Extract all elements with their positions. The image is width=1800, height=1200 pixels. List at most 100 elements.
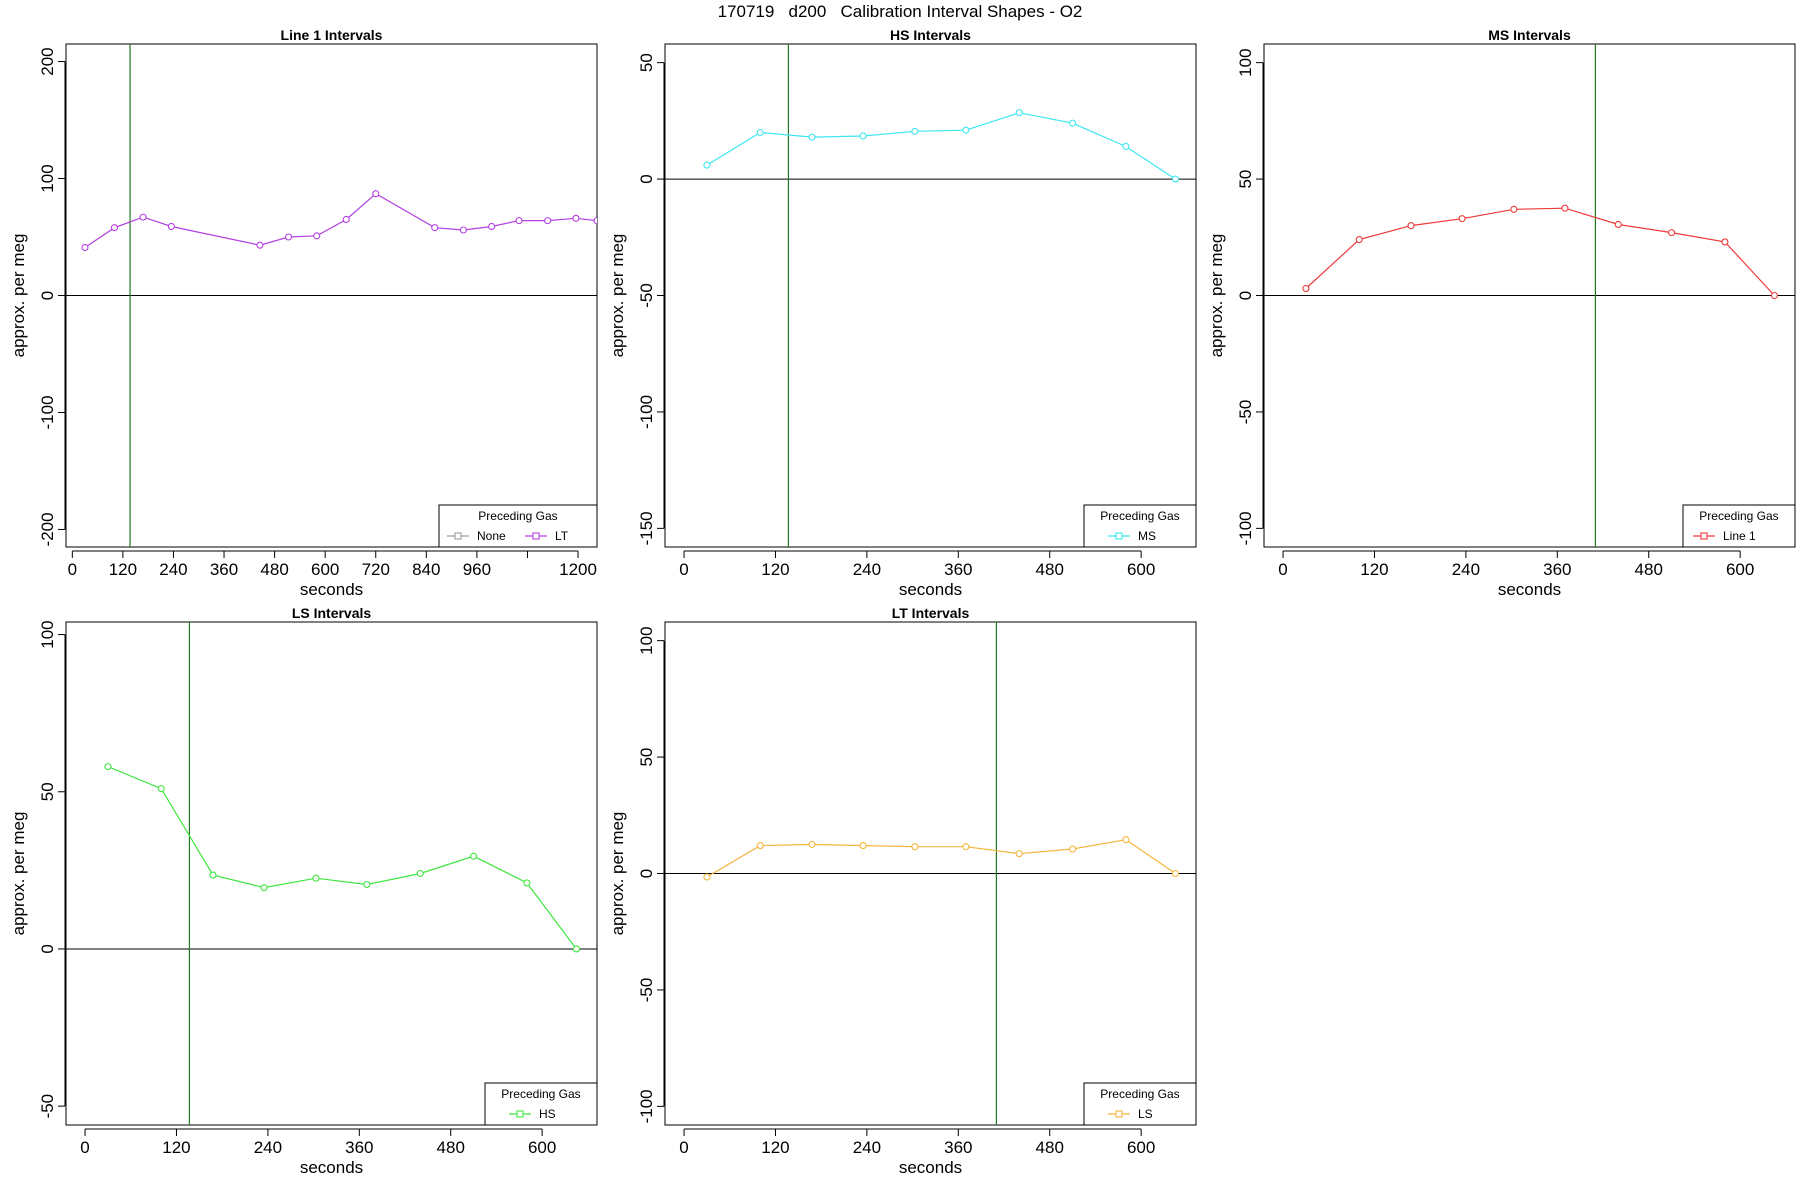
- line1-series-lt-point: [372, 190, 380, 198]
- lt-y-tick-label: 100: [637, 626, 656, 654]
- lt-x-tick-label: 0: [679, 1138, 688, 1157]
- hs-series-group: [703, 109, 1179, 183]
- line1-x-tick-label: 0: [68, 560, 77, 579]
- lt-legend-box: [1083, 1082, 1197, 1126]
- line1-y-axis-title: approx. per meg: [9, 234, 28, 358]
- ms-y-tick-label: -100: [1236, 511, 1255, 545]
- hs-series-ms-point: [859, 132, 867, 140]
- line1-y-tick-label: 200: [38, 47, 57, 75]
- ms-series-line-1-point: [1561, 204, 1569, 212]
- lt-series-ls-point: [1171, 869, 1179, 878]
- line1-x-tick-label: 960: [463, 560, 491, 579]
- ls-x-axis-title: seconds: [300, 1158, 363, 1177]
- line1-series-lt-point: [256, 241, 264, 249]
- line1-y-tick-label: -200: [38, 512, 57, 546]
- line1-series-lt-line: [84, 192, 597, 248]
- ms-series-line-1-point: [1458, 215, 1466, 223]
- line1-series-lt-point: [544, 217, 552, 225]
- line1-y-tick-label: 0: [38, 291, 57, 300]
- line1-legend-title: Preceding Gas: [478, 509, 557, 523]
- lt-series-ls-point: [962, 843, 970, 851]
- lt-series-ls-point: [911, 843, 919, 851]
- ms-series-line-1-point: [1510, 205, 1518, 213]
- ls-series-hs-point: [312, 874, 320, 882]
- ls-x-tick-label: 0: [80, 1138, 89, 1157]
- ms-x-tick-label: 360: [1543, 560, 1571, 579]
- hs-legend-ms-label: MS: [1138, 529, 1156, 543]
- line1-y-tick-label: -100: [38, 395, 57, 429]
- ms-series-line-1-point: [1302, 284, 1310, 293]
- ms-y-tick-label: -50: [1236, 400, 1255, 425]
- hs-series-ms-point: [1122, 142, 1130, 151]
- hs-x-tick-label: 480: [1036, 560, 1064, 579]
- ls-x-tick-label: 240: [254, 1138, 282, 1157]
- line1-x-tick-label: 600: [311, 560, 339, 579]
- hs-series-ms-line: [706, 112, 1176, 180]
- hs-series-ms-point: [962, 126, 970, 134]
- ls-legend-hs-label: HS: [539, 1107, 556, 1121]
- hs-x-tick-label: 360: [944, 560, 972, 579]
- lt-y-tick-label: 0: [637, 869, 656, 878]
- ms-x-tick-label: 120: [1360, 560, 1388, 579]
- line1-legend-lt-marker: [532, 532, 540, 540]
- lt-y-tick-label: -100: [637, 1089, 656, 1123]
- ls-x-tick-label: 360: [345, 1138, 373, 1157]
- lt-x-tick-label: 360: [944, 1138, 972, 1157]
- lt-y-axis-title: approx. per meg: [608, 812, 627, 936]
- ls-y-tick-label: 50: [38, 782, 57, 801]
- line1-y-tick-label: 100: [38, 164, 57, 192]
- ms-y-axis-title: approx. per meg: [1207, 234, 1226, 358]
- figure-title: 170719 d200 Calibration Interval Shapes …: [717, 2, 1083, 21]
- ms-y-tick-label: 100: [1236, 48, 1255, 76]
- line1-series-lt-point: [139, 213, 147, 221]
- line1-x-tick-label: 240: [159, 560, 187, 579]
- ms-x-tick-label: 480: [1635, 560, 1663, 579]
- ls-series-hs-line: [107, 766, 577, 950]
- ls-series-hs-point: [157, 785, 165, 793]
- ls-series-group: [104, 763, 580, 953]
- hs-y-tick-label: -50: [637, 283, 656, 308]
- ms-legend-line-1-marker: [1700, 532, 1708, 540]
- ms-legend-line-1-label: Line 1: [1723, 529, 1756, 543]
- lt-legend-ls-label: LS: [1138, 1107, 1153, 1121]
- hs-legend-box: [1083, 504, 1197, 548]
- lt-series-ls-point: [703, 873, 711, 881]
- lt-y-tick-label: 50: [637, 748, 656, 767]
- line1-series-lt-point: [431, 224, 439, 232]
- line1-series-lt-point: [459, 226, 467, 234]
- ms-y-tick-label: 50: [1236, 170, 1255, 189]
- line1-series-lt-point: [110, 224, 119, 232]
- lt-x-tick-label: 120: [761, 1138, 789, 1157]
- ms-series-line-1-point: [1668, 229, 1676, 237]
- ls-series-hs-point: [470, 852, 478, 860]
- hs-y-tick-label: -100: [637, 395, 656, 429]
- hs-y-tick-label: 50: [637, 53, 656, 72]
- ls-series-hs-point: [209, 871, 217, 879]
- line1-legend-none-label: None: [477, 529, 506, 543]
- ms-x-axis-title: seconds: [1498, 580, 1561, 599]
- lt-series-group: [703, 836, 1179, 881]
- lt-series-ls-point: [1122, 836, 1130, 844]
- line1-series-lt-point: [488, 222, 496, 231]
- ms-legend-title: Preceding Gas: [1699, 509, 1778, 523]
- line1-x-tick-label: 720: [362, 560, 390, 579]
- line1-x-tick-label: 840: [412, 560, 440, 579]
- line1-x-axis-title: seconds: [300, 580, 363, 599]
- ms-x-tick-label: 0: [1278, 560, 1287, 579]
- line1-legend-lt-label: LT: [555, 529, 569, 543]
- hs-panel-title: HS Intervals: [890, 27, 971, 43]
- hs-series-ms-point: [703, 161, 711, 169]
- lt-series-ls-point: [756, 842, 764, 850]
- hs-legend-ms-marker: [1115, 532, 1123, 540]
- ls-x-tick-label: 600: [528, 1138, 556, 1157]
- line1-series-lt-point: [81, 243, 89, 252]
- lt-series-ls-point: [859, 842, 867, 850]
- hs-series-ms-point: [1069, 119, 1077, 127]
- ms-series-group: [1302, 204, 1778, 300]
- ls-legend-title: Preceding Gas: [501, 1087, 580, 1101]
- ms-series-line-1-point: [1355, 236, 1363, 244]
- lt-series-ls-line: [706, 839, 1176, 878]
